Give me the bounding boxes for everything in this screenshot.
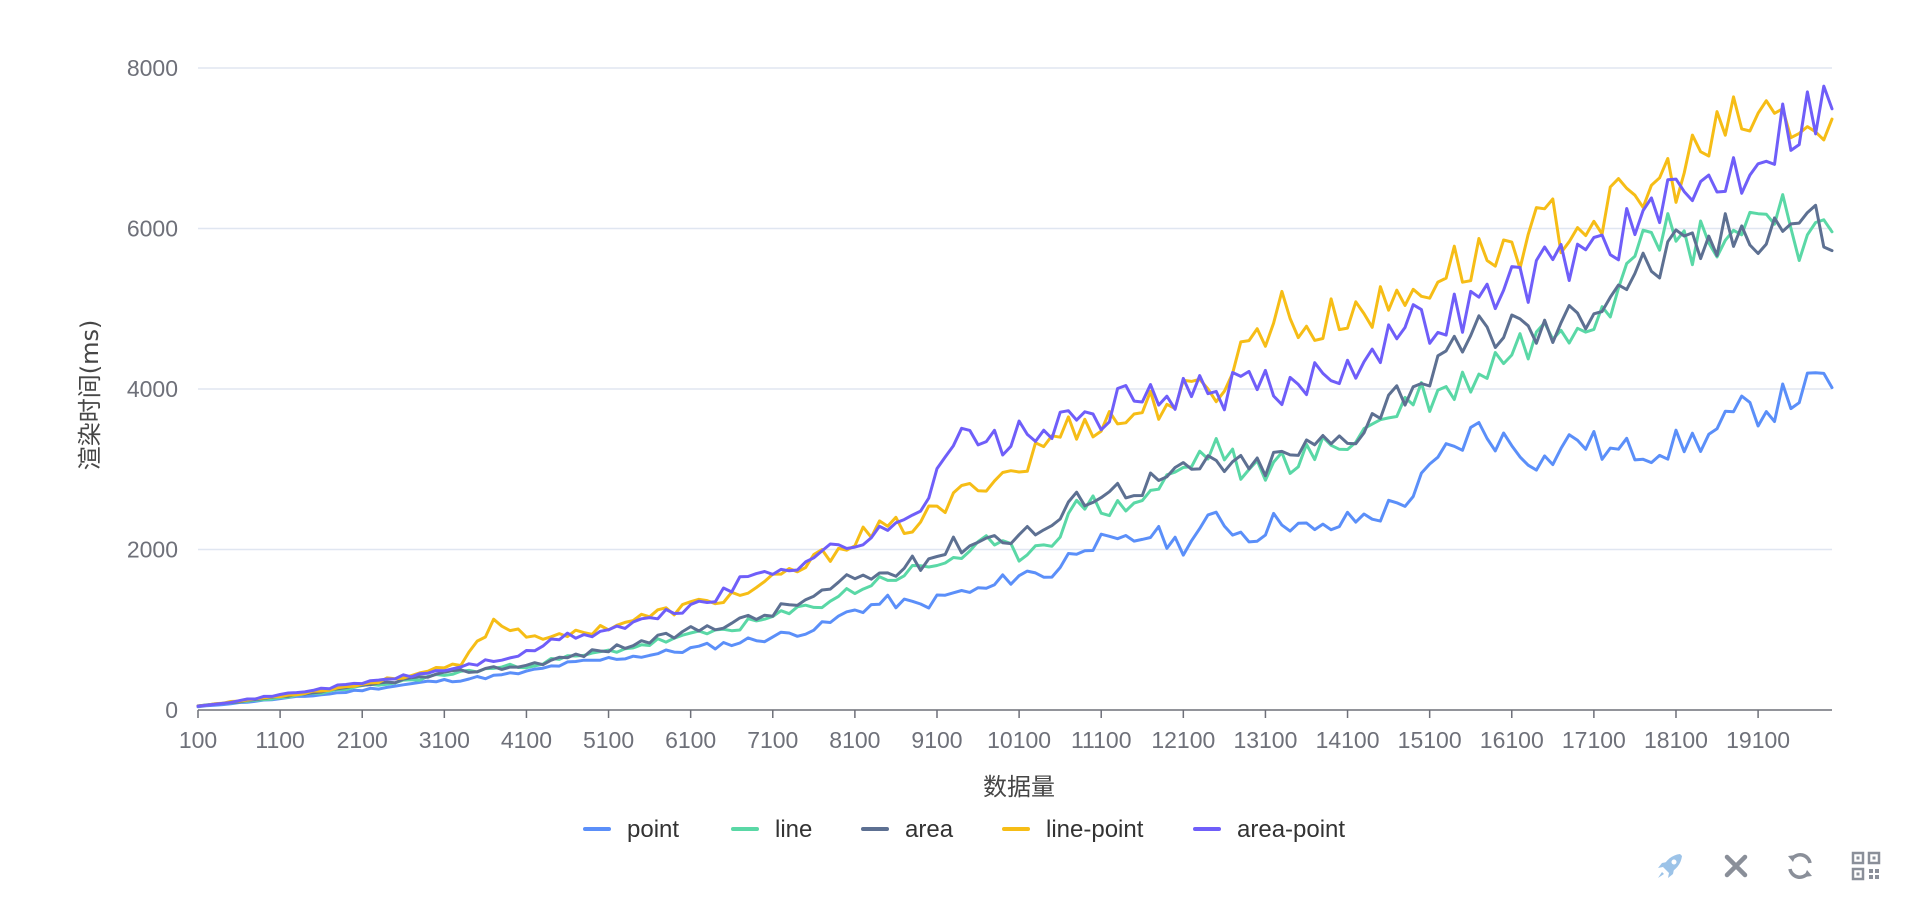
x-axis-ticks: 100 1100 2100 3100 4100 5100 6100 7100 8100 9100 1… <box>179 710 1790 753</box>
x-axis-title: 数据量 <box>983 773 1055 801</box>
y-tick-label: 6000 <box>127 216 178 242</box>
x-tick-label: 19100 <box>1726 727 1790 753</box>
x-tick-label: 14100 <box>1316 727 1380 753</box>
y-tick-label: 0 <box>165 697 178 723</box>
y-tick-label: 2000 <box>127 537 178 563</box>
y-axis-ticks: 0 2000 4000 6000 8000 <box>127 55 178 723</box>
x-tick-label: 3100 <box>419 727 470 753</box>
x-tick-label: 9100 <box>911 727 962 753</box>
legend-item-area[interactable]: area <box>861 816 954 843</box>
series-lines <box>196 84 1834 709</box>
series-line-point <box>196 371 1834 709</box>
legend-item-point[interactable]: point <box>583 816 679 843</box>
x-tick-label: 7100 <box>747 727 798 753</box>
qrcode-icon[interactable] <box>1846 846 1886 886</box>
x-tick-label: 11100 <box>1071 727 1132 753</box>
x-tick-label: 100 <box>179 727 217 753</box>
legend-item-line-point[interactable]: line-point <box>1002 816 1144 843</box>
x-tick-label: 5100 <box>583 727 634 753</box>
x-tick-label: 18100 <box>1644 727 1708 753</box>
y-tick-label: 4000 <box>127 376 178 402</box>
legend-item-line[interactable]: line <box>731 816 812 843</box>
refresh-icon[interactable] <box>1780 846 1820 886</box>
legend-label: line <box>775 816 812 843</box>
x-tick-label: 6100 <box>665 727 716 753</box>
series-line-line-point <box>196 95 1834 708</box>
x-tick-label: 10100 <box>987 727 1051 753</box>
close-icon[interactable] <box>1716 846 1756 886</box>
series-line-area <box>196 203 1834 708</box>
x-tick-label: 16100 <box>1480 727 1544 753</box>
legend-item-area-point[interactable]: area-point <box>1193 816 1345 843</box>
rocket-icon[interactable] <box>1650 846 1690 886</box>
x-tick-label: 8100 <box>829 727 880 753</box>
x-tick-label: 15100 <box>1398 727 1462 753</box>
y-axis-title: 渲染时间(ms) <box>76 320 104 471</box>
x-tick-label: 1100 <box>255 727 304 753</box>
legend: point line area line-point area-point <box>583 816 1345 843</box>
y-tick-label: 8000 <box>127 55 178 81</box>
legend-label: line-point <box>1046 816 1144 843</box>
x-tick-label: 13100 <box>1233 727 1297 753</box>
legend-label: area-point <box>1237 816 1345 843</box>
x-tick-label: 17100 <box>1562 727 1626 753</box>
x-tick-label: 4100 <box>501 727 552 753</box>
legend-label: area <box>905 816 954 843</box>
grid <box>198 67 1832 551</box>
series-line-area-point <box>196 84 1834 708</box>
legend-label: point <box>627 816 679 843</box>
series-line-line <box>196 193 1834 708</box>
x-tick-label: 2100 <box>337 727 388 753</box>
x-tick-label: 12100 <box>1151 727 1215 753</box>
